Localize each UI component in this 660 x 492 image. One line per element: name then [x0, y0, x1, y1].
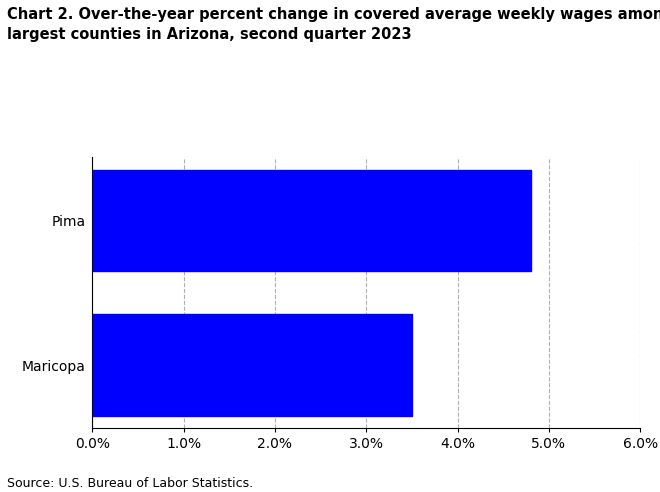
Text: Source: U.S. Bureau of Labor Statistics.: Source: U.S. Bureau of Labor Statistics. [7, 477, 253, 490]
Bar [92, 170, 531, 271]
Text: Chart 2. Over-the-year percent change in covered average weekly wages among the
: Chart 2. Over-the-year percent change in… [7, 7, 660, 42]
Bar [92, 314, 412, 416]
